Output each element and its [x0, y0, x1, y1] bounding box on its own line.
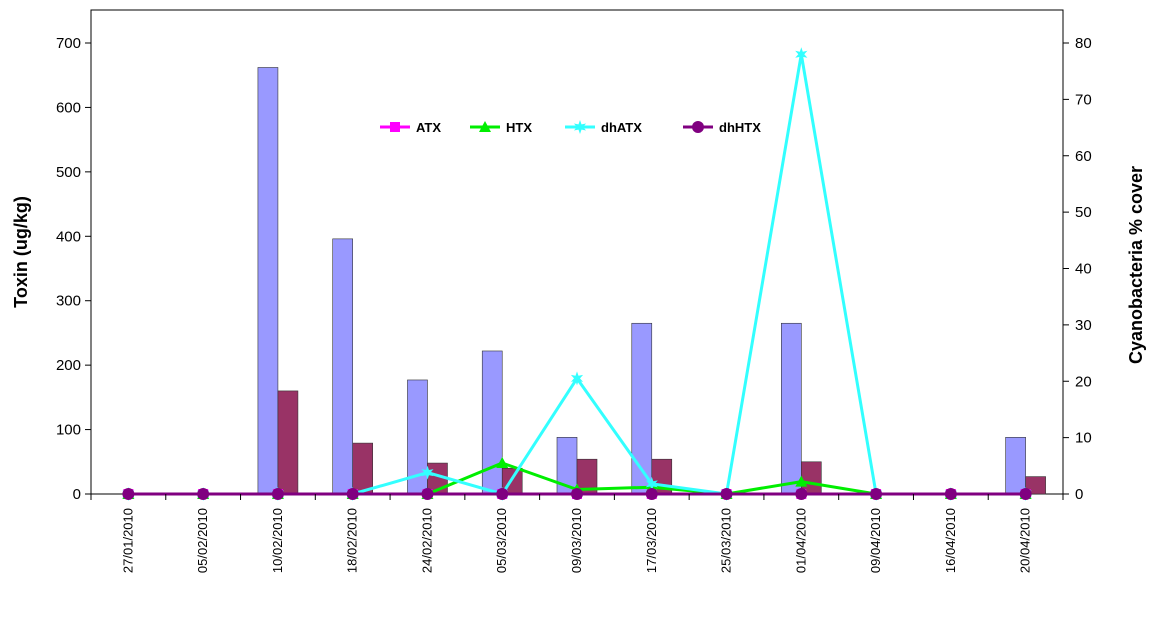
- point-marker: [573, 120, 587, 134]
- point-marker: [720, 488, 733, 500]
- point-marker: [1019, 488, 1032, 500]
- y-axis-title: Toxin (ug/kg): [11, 196, 31, 308]
- point-marker: [496, 456, 509, 468]
- legend-label: HTX: [506, 120, 532, 135]
- point-marker: [795, 488, 808, 500]
- y2-tick-label: 10: [1075, 430, 1092, 447]
- legend-label: dhHTX: [719, 120, 761, 135]
- axes: 0 100 200 300 400 500 600 700 0 10 20 30 40 50 60 70 80 2…: [56, 35, 1092, 573]
- y-tick-label: 300: [56, 293, 81, 310]
- y2-tick-label: 20: [1075, 373, 1092, 390]
- legend-label: dhATX: [601, 120, 642, 135]
- x-tick-label: 27/01/2010: [120, 508, 135, 573]
- point-marker: [197, 488, 210, 500]
- point-marker: [795, 47, 808, 62]
- y-tick-label: 0: [73, 486, 81, 503]
- bar: [352, 442, 373, 495]
- point-marker: [870, 488, 883, 500]
- bar: [781, 322, 802, 495]
- x-tick-label: 09/04/2010: [868, 508, 883, 573]
- bar: [277, 390, 299, 495]
- point-marker: [795, 475, 808, 487]
- y-tick-label: 600: [56, 99, 81, 116]
- point-marker: [496, 488, 509, 500]
- y-tick-label: 200: [56, 357, 81, 374]
- point-marker: [390, 122, 400, 132]
- legend: ATX HTX dhATX dhHTX: [380, 120, 761, 135]
- y2-tick-label: 40: [1075, 261, 1092, 278]
- y2-tick-label: 70: [1075, 91, 1092, 108]
- x-tick-label: 20/04/2010: [1018, 508, 1033, 573]
- x-tick-label: 25/03/2010: [719, 508, 734, 573]
- bar: [481, 350, 503, 495]
- y2-tick-label: 50: [1075, 204, 1092, 221]
- bar: [332, 238, 353, 495]
- x-tick-label: 09/03/2010: [569, 508, 584, 573]
- point-marker: [271, 488, 284, 500]
- bar-layer: [257, 67, 1046, 495]
- y-tick-label: 400: [56, 228, 81, 245]
- x-tick-label: 17/03/2010: [644, 508, 659, 573]
- point-marker: [645, 476, 658, 491]
- series-dhHTX: [122, 488, 1032, 500]
- line-layer: [122, 47, 1032, 501]
- x-tick-label: 24/02/2010: [419, 508, 434, 573]
- y2-tick-label: 80: [1075, 35, 1092, 52]
- point-marker: [571, 488, 583, 500]
- plot-area: [90, 9, 1064, 495]
- point-marker: [944, 488, 957, 500]
- x-tick-label: 18/02/2010: [345, 508, 360, 573]
- point-marker: [570, 371, 584, 386]
- y-tick-label: 100: [56, 422, 81, 439]
- point-marker: [421, 465, 434, 480]
- x-tick-label: 10/02/2010: [270, 508, 285, 573]
- y-tick-label: 500: [56, 164, 81, 181]
- y-tick-label: 700: [56, 35, 81, 52]
- point-marker: [692, 121, 704, 133]
- x-tick-label: 05/03/2010: [494, 508, 509, 573]
- x-tick-label: 05/02/2010: [195, 508, 210, 573]
- bar: [1005, 437, 1026, 495]
- point-marker: [479, 121, 491, 132]
- point-marker: [346, 488, 359, 500]
- point-marker: [122, 488, 135, 500]
- point-marker: [421, 488, 434, 500]
- point-marker: [645, 488, 658, 500]
- legend-label: ATX: [416, 120, 441, 135]
- y2-tick-label: 60: [1075, 148, 1092, 165]
- x-tick-label: 01/04/2010: [793, 508, 808, 573]
- y2-axis-title: Cyanobacteria % cover: [1126, 166, 1146, 364]
- bar: [257, 67, 279, 495]
- y2-tick-label: 30: [1075, 317, 1092, 334]
- x-tick-label: 16/04/2010: [943, 508, 958, 573]
- y2-tick-label: 0: [1075, 486, 1083, 503]
